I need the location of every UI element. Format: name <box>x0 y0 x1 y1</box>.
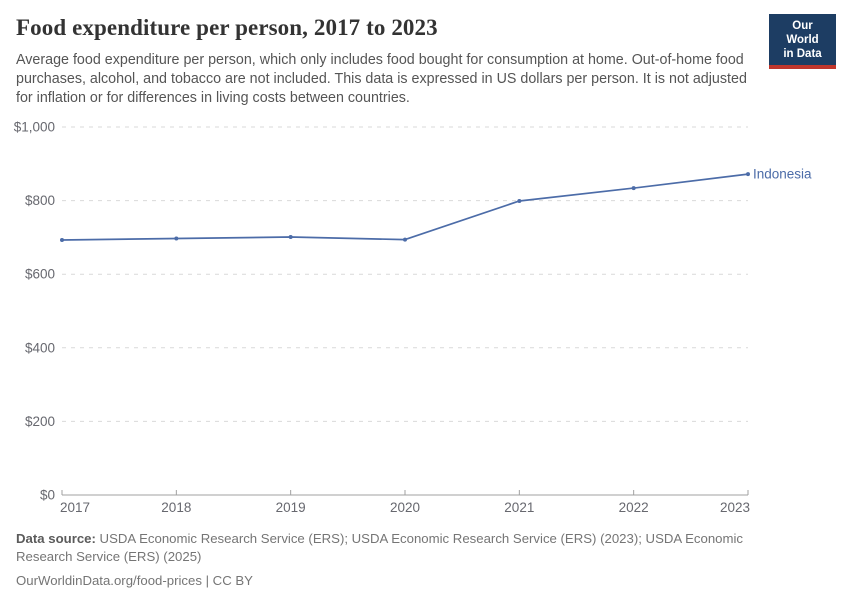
license-line: OurWorldinData.org/food-prices | CC BY <box>16 573 253 589</box>
data-source-label: Data source: <box>16 531 96 546</box>
svg-text:2020: 2020 <box>390 500 420 515</box>
svg-text:2019: 2019 <box>276 500 306 515</box>
svg-text:2018: 2018 <box>161 500 191 515</box>
svg-text:$200: $200 <box>25 414 55 429</box>
line-chart-canvas: $0 $200 $400 $600 $800 $1,000 2017 2018 2019 2020… <box>14 120 812 516</box>
svg-text:2023: 2023 <box>720 500 750 515</box>
svg-text:$0: $0 <box>40 488 55 503</box>
line-chart: $0 $200 $400 $600 $800 $1,000 2017 2018 2019 2020… <box>0 116 850 520</box>
svg-text:$800: $800 <box>25 193 55 208</box>
svg-text:2021: 2021 <box>504 500 534 515</box>
chart-title: Food expenditure per person, 2017 to 202… <box>16 15 438 40</box>
svg-text:2017: 2017 <box>60 500 90 515</box>
chart-footer: Data source: USDA Economic Research Serv… <box>16 530 794 588</box>
owid-logo-line1: Our World <box>786 20 819 46</box>
owid-logo: Our World in Data <box>769 14 836 69</box>
data-source-line: Data source: USDA Economic Research Serv… <box>16 530 794 566</box>
data-source-text: USDA Economic Research Service (ERS); US… <box>16 531 744 565</box>
svg-text:2022: 2022 <box>619 500 649 515</box>
chart-subtitle: Average food expenditure per person, whi… <box>16 52 747 106</box>
svg-text:$400: $400 <box>25 340 55 355</box>
svg-text:Indonesia: Indonesia <box>753 167 812 182</box>
owid-logo-line2: in Data <box>783 48 822 60</box>
svg-text:$1,000: $1,000 <box>14 120 55 135</box>
svg-text:$600: $600 <box>25 267 55 282</box>
